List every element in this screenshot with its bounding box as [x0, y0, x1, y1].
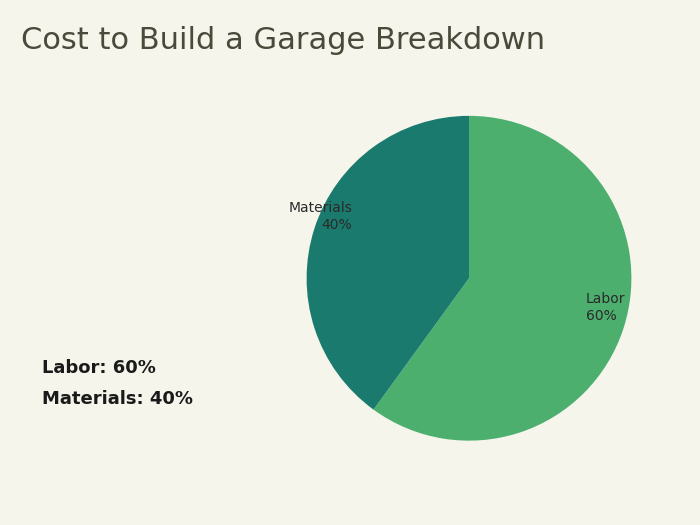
Wedge shape	[374, 116, 631, 440]
Text: Labor: 60%
Materials: 40%: Labor: 60% Materials: 40%	[42, 359, 193, 407]
Text: Materials
40%: Materials 40%	[288, 202, 352, 232]
Wedge shape	[307, 116, 469, 410]
Text: Cost to Build a Garage Breakdown: Cost to Build a Garage Breakdown	[21, 26, 545, 55]
Text: Labor
60%: Labor 60%	[586, 292, 625, 322]
